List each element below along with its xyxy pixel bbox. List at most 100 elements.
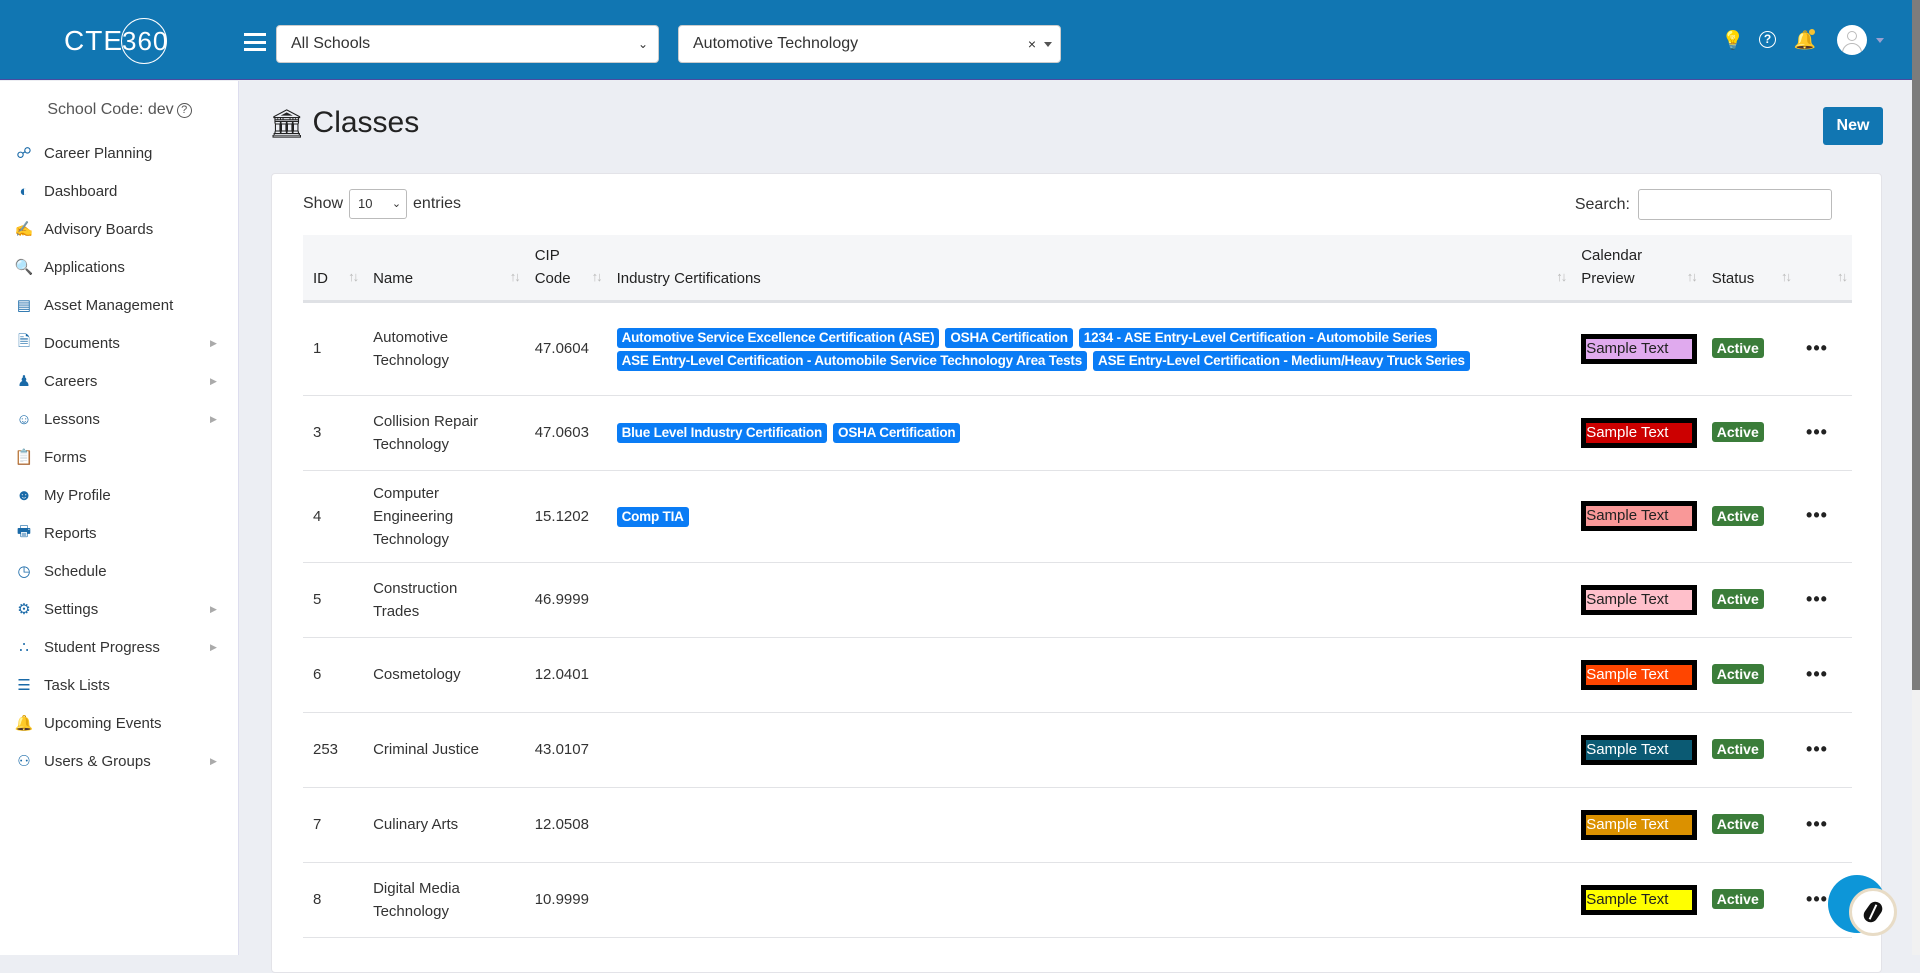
program-select[interactable]: Automotive Technology ×	[678, 25, 1061, 63]
assistant-button[interactable]	[1849, 888, 1897, 936]
sidebar-item-student-progress[interactable]: ∴ Student Progress ▶	[0, 628, 239, 666]
clear-icon[interactable]: ×	[1027, 36, 1036, 52]
column-header-label: Industry Certifications	[616, 269, 761, 287]
status-badge: Active	[1711, 422, 1764, 442]
certification-badge: OSHA Certification	[945, 327, 1073, 348]
handshake-icon: ✍	[14, 221, 34, 238]
page-title: 🏛 Classes	[269, 106, 419, 140]
sidebar-item-reports[interactable]: 🖶 Reports	[0, 514, 239, 552]
table-row[interactable]: 3 Collision Repair Technology 47.0603 Bl…	[303, 395, 1852, 471]
more-actions-icon[interactable]: •••	[1806, 421, 1828, 442]
more-actions-icon[interactable]: •••	[1806, 813, 1828, 834]
school-code-text: School Code: dev	[47, 101, 174, 118]
table-row[interactable]: 7 Culinary Arts 12.0508 Sample Text Acti…	[303, 787, 1852, 863]
more-actions-icon[interactable]: •••	[1806, 663, 1828, 684]
sidebar-item-forms[interactable]: 📋 Forms	[0, 438, 239, 476]
status-badge: Active	[1711, 589, 1764, 609]
sidebar-item-documents[interactable]: 🗎 Documents ▶	[0, 324, 239, 362]
sort-icon[interactable]: ↑↓	[1781, 268, 1792, 284]
notification-bell-icon[interactable]: 🔔	[1793, 29, 1817, 50]
sidebar-item-upcoming-events[interactable]: 🔔 Upcoming Events	[0, 704, 239, 742]
class-name: Construction Trades	[373, 579, 458, 620]
table-row[interactable]: 6 Cosmetology 12.0401 Sample Text Active…	[303, 637, 1852, 713]
sidebar-item-advisory-boards[interactable]: ✍ Advisory Boards	[0, 210, 239, 248]
cell-calendar-preview: Sample Text	[1571, 395, 1702, 471]
printer-icon: 🖶	[16, 522, 32, 540]
sidebar-item-label: Applications	[44, 258, 125, 276]
top-header: CTE 360 All Schools ⌄ Automotive Technolog…	[0, 0, 1912, 80]
sort-icon[interactable]: ↑↓	[509, 268, 521, 284]
new-button[interactable]: New	[1823, 107, 1883, 145]
sidebar-item-asset-management[interactable]: ▤ Asset Management	[0, 286, 239, 324]
sort-icon[interactable]: ↑↓	[1837, 268, 1848, 284]
search-label: Search:	[1574, 195, 1630, 213]
menu-toggle-icon[interactable]	[244, 33, 266, 51]
file-icon: 🗎	[17, 332, 31, 350]
column-header[interactable]: ID ↑↓	[303, 235, 364, 303]
logo-text: CTE	[64, 25, 123, 56]
sidebar-item-careers[interactable]: ♟ Careers ▶	[0, 362, 239, 400]
caret-down-icon[interactable]	[1876, 38, 1884, 43]
school-select[interactable]: All Schools ⌄	[276, 25, 659, 63]
table-row[interactable]: 5 Construction Trades 46.9999 Sample Tex…	[303, 562, 1852, 638]
sort-icon[interactable]: ↑↓	[1686, 268, 1698, 284]
column-header[interactable]: CIP Code ↑↓	[524, 235, 607, 303]
sidebar-item-label: Forms	[44, 448, 87, 466]
cell-status: Active	[1701, 470, 1797, 563]
sidebar-item-settings[interactable]: ⚙ Settings ▶	[0, 590, 239, 628]
certification-badge: Blue Level Industry Certification	[616, 423, 828, 443]
column-header[interactable]: ↑↓	[1796, 235, 1852, 303]
help-icon[interactable]: ?	[1759, 31, 1776, 48]
cell-status: Active	[1701, 301, 1797, 396]
logo-ring: 360	[121, 18, 167, 64]
table-row[interactable]: 253 Criminal Justice 43.0107 Sample Text…	[303, 712, 1852, 788]
scrollbar-thumb[interactable]	[1912, 0, 1920, 690]
chevron-right-icon: ▶	[210, 413, 217, 424]
logo[interactable]: CTE 360	[64, 18, 167, 64]
sidebar-item-dashboard[interactable]: ◐ Dashboard	[0, 172, 239, 210]
sidebar-item-task-lists[interactable]: ☰ Task Lists	[0, 666, 239, 704]
sidebar-item-schedule[interactable]: ◷ Schedule	[0, 552, 239, 590]
class-name: Automotive Technology	[373, 328, 449, 369]
certification-badge: ASE Entry-Level Certification - Automobi…	[616, 350, 1088, 371]
cell-cip: 12.0401	[524, 637, 607, 713]
sidebar-item-lessons[interactable]: ☺ Lessons ▶	[0, 400, 239, 438]
sort-icon[interactable]: ↑↓	[591, 268, 603, 284]
sidebar-item-label: Asset Management	[44, 296, 174, 314]
more-actions-icon[interactable]: •••	[1806, 588, 1828, 609]
more-actions-icon[interactable]: •••	[1806, 505, 1828, 525]
sidebar-item-label: Users & Groups	[44, 752, 151, 770]
calendar-preview-swatch: Sample Text	[1581, 417, 1698, 448]
more-actions-icon[interactable]: •••	[1806, 738, 1828, 759]
cell-certifications	[606, 712, 1572, 788]
status-badge: Active	[1711, 814, 1764, 834]
sidebar-item-applications[interactable]: 🔍 Applications	[0, 248, 239, 286]
cell-actions: •••	[1796, 395, 1852, 471]
column-header[interactable]: Name ↑↓	[363, 235, 525, 303]
cell-name: Computer Engineering Technology	[363, 470, 525, 563]
cell-id: 3	[303, 395, 364, 471]
chevron-right-icon: ▶	[210, 375, 217, 386]
more-actions-icon[interactable]: •••	[1806, 337, 1828, 358]
column-header[interactable]: Status ↑↓	[1701, 235, 1797, 303]
help-icon[interactable]: ?	[176, 103, 192, 118]
entries-select[interactable]: 10 ⌄	[349, 189, 408, 219]
table-row[interactable]: 4 Computer Engineering Technology 15.120…	[303, 470, 1852, 563]
cell-status: Active	[1701, 862, 1797, 938]
table-row[interactable]: 1 Automotive Technology 47.0604 Automoti…	[303, 301, 1852, 396]
sort-icon[interactable]: ↑↓	[1556, 268, 1567, 284]
sidebar-item-users-groups[interactable]: ⚇ Users & Groups ▶	[0, 742, 239, 780]
sidebar-item-career-planning[interactable]: ☍ Career Planning	[0, 134, 239, 172]
classroom-icon: ☺	[16, 410, 32, 428]
more-actions-icon[interactable]: •••	[1806, 888, 1828, 909]
search-input[interactable]	[1638, 189, 1832, 220]
sidebar-item-my-profile[interactable]: ☻ My Profile	[0, 476, 239, 514]
avatar[interactable]	[1837, 25, 1867, 55]
assistant-icon	[1860, 898, 1886, 926]
lightbulb-icon[interactable]: 💡	[1721, 30, 1745, 50]
column-header[interactable]: Industry Certifications ↑↓	[606, 235, 1572, 303]
caret-down-icon[interactable]	[1044, 42, 1052, 47]
sort-icon[interactable]: ↑↓	[348, 268, 359, 284]
table-row[interactable]: 8 Digital Media Technology 10.9999 Sampl…	[303, 862, 1852, 938]
column-header[interactable]: Calendar Preview ↑↓	[1571, 235, 1702, 303]
